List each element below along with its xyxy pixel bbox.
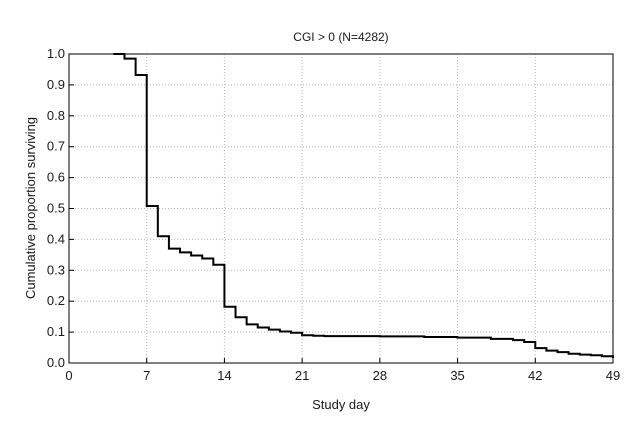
y-tick-label: 1.0 [47,46,65,61]
x-tick-label: 21 [295,368,309,383]
y-tick-label: 0.9 [47,77,65,92]
x-axis-title: Study day [312,397,370,412]
y-tick-label: 0.4 [47,231,65,246]
x-tick-label: 35 [450,368,464,383]
y-tick-label: 0.5 [47,201,65,216]
y-tick-label: 0.8 [47,108,65,123]
x-tick-label: 14 [217,368,231,383]
x-tick-label: 49 [606,368,620,383]
axis-ticks [68,53,614,364]
survival-curve-line [113,53,614,359]
grid-lines [69,54,613,363]
y-tick-label: 0.7 [47,139,65,154]
y-tick-label: 0.6 [47,170,65,185]
y-tick-labels: 0.0 0.1 0.2 0.3 0.4 0.5 0.6 0.7 0.8 0.9 1.0 [47,46,65,370]
y-tick-label: 0.0 [47,355,65,370]
y-tick-label: 0.1 [47,324,65,339]
plot-frame [68,53,614,364]
y-tick-label: 0.2 [47,293,65,308]
y-axis-title: Cumulative proportion surviving [23,117,38,299]
x-tick-label: 42 [528,368,542,383]
y-tick-label: 0.3 [47,262,65,277]
x-tick-label: 28 [373,368,387,383]
x-tick-label: 7 [143,368,150,383]
x-tick-labels: 0 7 14 21 28 35 42 49 [65,368,620,383]
x-tick-label: 0 [65,368,72,383]
chart-title: CGI > 0 (N=4282) [293,30,388,44]
